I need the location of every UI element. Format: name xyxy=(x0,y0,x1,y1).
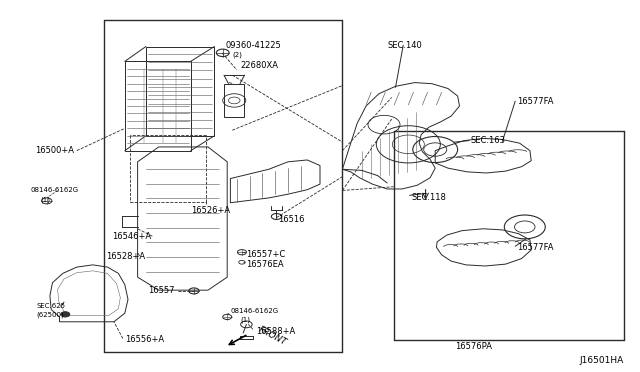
Text: 16546+A: 16546+A xyxy=(112,232,151,241)
Text: 16500+A: 16500+A xyxy=(35,146,74,155)
Text: 16556+A: 16556+A xyxy=(125,335,164,344)
Text: 16516: 16516 xyxy=(278,215,304,224)
Text: J16501HA: J16501HA xyxy=(580,356,624,365)
Text: 16557: 16557 xyxy=(148,286,175,295)
Text: SEC.163: SEC.163 xyxy=(470,136,506,145)
Text: 16576PA: 16576PA xyxy=(455,342,492,351)
Text: SEC.625: SEC.625 xyxy=(36,303,65,309)
Text: 08146-6162G: 08146-6162G xyxy=(230,308,278,314)
Text: (1): (1) xyxy=(40,197,51,203)
Circle shape xyxy=(61,312,70,317)
Text: SEC.118: SEC.118 xyxy=(412,193,446,202)
Text: (2): (2) xyxy=(232,51,242,58)
Text: (1): (1) xyxy=(240,317,250,323)
Text: 08146-6162G: 08146-6162G xyxy=(30,187,78,193)
Text: 16577FA: 16577FA xyxy=(517,243,554,252)
Text: SEC.140: SEC.140 xyxy=(387,41,422,50)
Text: 09360-41225: 09360-41225 xyxy=(226,41,282,50)
Text: 16576EA: 16576EA xyxy=(246,260,284,269)
Text: 16526+A: 16526+A xyxy=(191,206,230,215)
Text: FRONT: FRONT xyxy=(257,324,289,347)
Text: 16577FA: 16577FA xyxy=(517,97,554,106)
Text: (62500): (62500) xyxy=(36,311,64,318)
Text: 16528+A: 16528+A xyxy=(106,252,145,261)
Text: 16557+C: 16557+C xyxy=(246,250,285,259)
Text: 16588+A: 16588+A xyxy=(256,327,295,336)
Text: 22680XA: 22680XA xyxy=(241,61,278,70)
